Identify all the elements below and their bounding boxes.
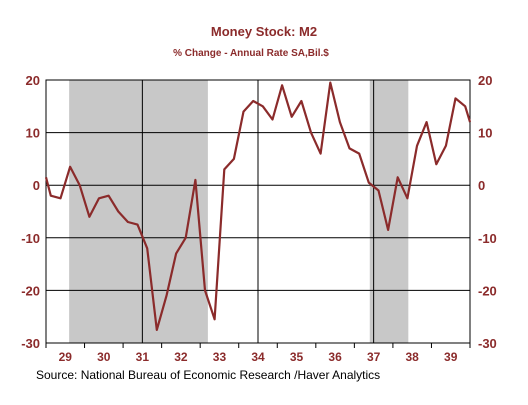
recession-band xyxy=(69,80,208,343)
chart-subtitle: % Change - Annual Rate SA,Bil.$ xyxy=(173,48,329,59)
x-tick-label: 29 xyxy=(59,350,73,364)
x-tick-label: 35 xyxy=(290,350,304,364)
y-tick-label-right: -20 xyxy=(478,283,497,298)
chart-title: Money Stock: M2 xyxy=(211,24,317,39)
y-tick-label-right: -10 xyxy=(478,231,497,246)
series-line xyxy=(44,81,472,331)
y-tick-label-left: -20 xyxy=(21,283,40,298)
y-tick-label-right: 10 xyxy=(478,126,492,141)
x-tick-label: 30 xyxy=(97,350,111,364)
y-tick-label-left: 20 xyxy=(26,73,40,88)
y-tick-label-right: 20 xyxy=(478,73,492,88)
source-note: Source: National Bureau of Economic Rese… xyxy=(36,368,380,382)
x-tick-label: 31 xyxy=(136,350,150,364)
y-tick-label-right: 0 xyxy=(478,178,485,193)
y-tick-label-right: -30 xyxy=(478,336,497,351)
x-tick-label: 33 xyxy=(213,350,227,364)
y-tick-label-left: 10 xyxy=(26,126,40,141)
x-tick-label: 38 xyxy=(406,350,420,364)
x-tick-label: 39 xyxy=(444,350,458,364)
x-tick-label: 36 xyxy=(328,350,342,364)
y-tick-label-left: -30 xyxy=(21,336,40,351)
y-tick-label-left: 0 xyxy=(33,178,40,193)
plot-area: 20 20 10 10 0 0 -10 -10 -20 -20 -30 -30 29 30 31 32 33 34… xyxy=(21,73,497,364)
recession-band xyxy=(369,80,409,343)
x-tick-label: 32 xyxy=(174,350,188,364)
x-tick-label: 34 xyxy=(251,350,265,364)
y-tick-label-left: -10 xyxy=(21,231,40,246)
x-tick-label: 37 xyxy=(367,350,381,364)
plot-frame xyxy=(45,79,471,344)
